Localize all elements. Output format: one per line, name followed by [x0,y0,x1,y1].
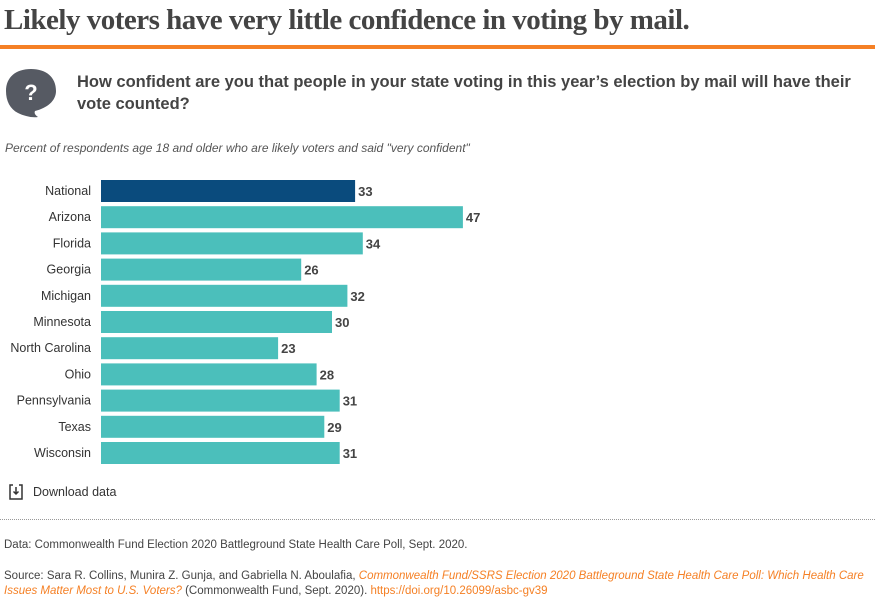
bar-north-carolina[interactable] [101,337,279,360]
category-label: National [45,184,91,198]
data-note: Data: Commonwealth Fund Election 2020 Ba… [4,539,468,551]
survey-question: How confident are you that people in you… [77,73,851,113]
category-label: Arizona [49,210,91,224]
doi-link[interactable]: https://doi.org/10.26099/asbc-gv39 [370,585,548,597]
category-label: Ohio [65,367,91,381]
footer-divider [0,519,875,520]
svg-text:?: ? [24,80,37,105]
bar-michigan[interactable] [101,284,348,307]
bar-wisconsin[interactable] [101,442,340,464]
bar-minnesota[interactable] [101,311,332,333]
data-label: 34 [366,236,381,251]
category-label: North Carolina [10,341,91,355]
question-bubble-icon: ? [6,69,56,118]
category-label: Minnesota [33,315,91,329]
category-label: Wisconsin [34,446,91,460]
chart-subtitle: Percent of respondents age 18 and older … [5,141,470,155]
bar-chart: National 33 Arizona 47 Florida 34 Georgia 26 Mic… [10,180,480,464]
category-label: Georgia [47,263,92,277]
download-icon [9,484,23,500]
data-label: 32 [350,289,364,304]
data-label: 29 [327,420,341,435]
source-prefix: Source: Sara R. Collins, Munira Z. Gunja… [4,570,359,582]
bar-arizona[interactable] [101,206,463,229]
bar-national[interactable] [101,180,356,202]
source-note: Source: Sara R. Collins, Munira Z. Gunja… [4,569,874,599]
source-suffix: (Commonwealth Fund, Sept. 2020). [181,585,371,597]
download-data-button[interactable]: Download data [9,484,116,500]
data-label: 31 [343,446,357,461]
category-label: Michigan [41,289,91,303]
bar-ohio[interactable] [101,363,317,386]
data-label: 28 [320,367,334,382]
download-label: Download data [33,485,117,499]
category-label: Texas [58,420,91,434]
title-divider [0,45,875,49]
bar-florida[interactable] [101,232,363,255]
data-label: 33 [358,184,372,199]
report-link[interactable]: Commonwealth Fund/SSRS Election 2020 Bat… [4,570,864,597]
data-label: 31 [343,394,357,409]
category-label: Pennsylvania [17,394,91,408]
bar-georgia[interactable] [101,258,302,281]
data-label: 47 [466,210,480,225]
category-label: Florida [53,236,91,250]
bar-texas[interactable] [101,415,325,438]
data-label: 23 [281,341,295,356]
data-label: 26 [304,263,318,278]
chart-title: Likely voters have very little confidenc… [4,4,690,36]
data-label: 30 [335,315,349,330]
bar-pennsylvania[interactable] [101,389,340,412]
